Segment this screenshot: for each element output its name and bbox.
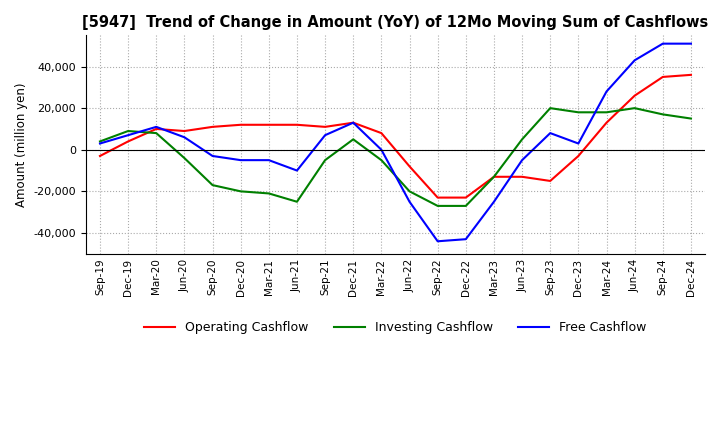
Free Cashflow xyxy=(659,41,667,46)
Free Cashflow xyxy=(490,199,498,205)
Investing Cashflow xyxy=(433,203,442,209)
Investing Cashflow xyxy=(264,191,273,196)
Investing Cashflow xyxy=(602,110,611,115)
Legend: Operating Cashflow, Investing Cashflow, Free Cashflow: Operating Cashflow, Investing Cashflow, … xyxy=(139,316,652,339)
Free Cashflow xyxy=(518,158,526,163)
Investing Cashflow xyxy=(96,139,104,144)
Free Cashflow xyxy=(433,238,442,244)
Line: Free Cashflow: Free Cashflow xyxy=(100,44,691,241)
Operating Cashflow xyxy=(236,122,245,128)
Operating Cashflow xyxy=(518,174,526,180)
Investing Cashflow xyxy=(630,106,639,111)
Title: [5947]  Trend of Change in Amount (YoY) of 12Mo Moving Sum of Cashflows: [5947] Trend of Change in Amount (YoY) o… xyxy=(82,15,708,30)
Operating Cashflow xyxy=(180,128,189,134)
Operating Cashflow xyxy=(462,195,470,200)
Operating Cashflow xyxy=(321,124,330,129)
Operating Cashflow xyxy=(659,74,667,80)
Investing Cashflow xyxy=(546,106,554,111)
Free Cashflow xyxy=(687,41,696,46)
Operating Cashflow xyxy=(292,122,301,128)
Operating Cashflow xyxy=(405,164,414,169)
Investing Cashflow xyxy=(321,158,330,163)
Operating Cashflow xyxy=(433,195,442,200)
Investing Cashflow xyxy=(377,158,386,163)
Y-axis label: Amount (million yen): Amount (million yen) xyxy=(15,82,28,207)
Line: Operating Cashflow: Operating Cashflow xyxy=(100,75,691,198)
Free Cashflow xyxy=(602,89,611,94)
Investing Cashflow xyxy=(124,128,132,134)
Operating Cashflow xyxy=(687,72,696,77)
Operating Cashflow xyxy=(96,154,104,159)
Line: Investing Cashflow: Investing Cashflow xyxy=(100,108,691,206)
Investing Cashflow xyxy=(405,189,414,194)
Free Cashflow xyxy=(292,168,301,173)
Free Cashflow xyxy=(96,141,104,146)
Operating Cashflow xyxy=(152,126,161,132)
Operating Cashflow xyxy=(124,139,132,144)
Investing Cashflow xyxy=(462,203,470,209)
Investing Cashflow xyxy=(236,189,245,194)
Operating Cashflow xyxy=(630,93,639,98)
Investing Cashflow xyxy=(518,137,526,142)
Investing Cashflow xyxy=(292,199,301,205)
Free Cashflow xyxy=(462,237,470,242)
Operating Cashflow xyxy=(546,178,554,183)
Free Cashflow xyxy=(264,158,273,163)
Investing Cashflow xyxy=(180,155,189,161)
Free Cashflow xyxy=(180,135,189,140)
Free Cashflow xyxy=(124,132,132,138)
Operating Cashflow xyxy=(602,120,611,125)
Free Cashflow xyxy=(546,131,554,136)
Investing Cashflow xyxy=(152,131,161,136)
Investing Cashflow xyxy=(659,112,667,117)
Free Cashflow xyxy=(236,158,245,163)
Free Cashflow xyxy=(405,199,414,205)
Operating Cashflow xyxy=(349,120,358,125)
Free Cashflow xyxy=(574,141,582,146)
Investing Cashflow xyxy=(490,174,498,180)
Free Cashflow xyxy=(321,132,330,138)
Operating Cashflow xyxy=(208,124,217,129)
Operating Cashflow xyxy=(264,122,273,128)
Free Cashflow xyxy=(630,58,639,63)
Operating Cashflow xyxy=(490,174,498,180)
Investing Cashflow xyxy=(687,116,696,121)
Operating Cashflow xyxy=(377,131,386,136)
Investing Cashflow xyxy=(208,183,217,188)
Investing Cashflow xyxy=(574,110,582,115)
Free Cashflow xyxy=(349,120,358,125)
Operating Cashflow xyxy=(574,154,582,159)
Free Cashflow xyxy=(377,147,386,152)
Free Cashflow xyxy=(208,154,217,159)
Investing Cashflow xyxy=(349,137,358,142)
Free Cashflow xyxy=(152,124,161,129)
